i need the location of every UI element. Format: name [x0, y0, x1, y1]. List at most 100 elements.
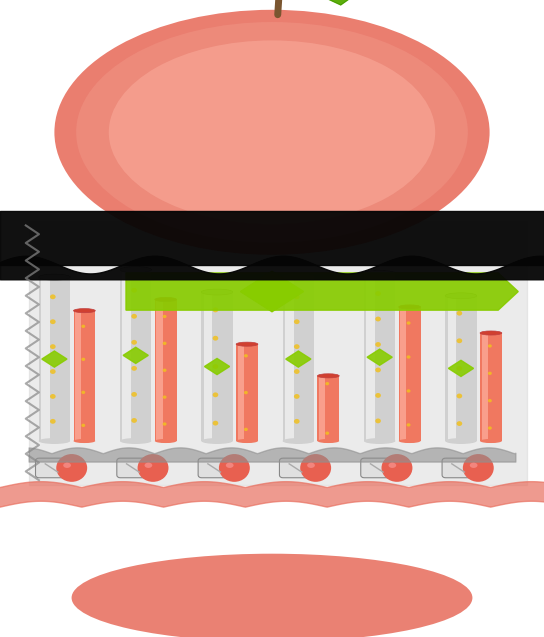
Polygon shape — [126, 273, 518, 310]
FancyBboxPatch shape — [361, 458, 393, 478]
Bar — [388, 273, 394, 441]
Circle shape — [456, 421, 462, 426]
Bar — [364, 273, 395, 441]
Circle shape — [82, 390, 85, 394]
Bar — [201, 292, 233, 441]
Polygon shape — [448, 361, 474, 376]
Bar — [445, 296, 477, 441]
Circle shape — [406, 321, 411, 325]
Circle shape — [375, 368, 381, 373]
Ellipse shape — [236, 342, 258, 347]
Ellipse shape — [145, 462, 152, 468]
Ellipse shape — [480, 439, 502, 443]
Circle shape — [244, 391, 248, 394]
Bar — [366, 273, 375, 441]
Ellipse shape — [54, 10, 490, 255]
FancyBboxPatch shape — [442, 458, 474, 478]
Bar — [120, 269, 151, 441]
Ellipse shape — [155, 439, 177, 443]
Circle shape — [456, 338, 462, 343]
Ellipse shape — [463, 454, 494, 482]
Bar — [41, 277, 50, 441]
Circle shape — [131, 288, 137, 292]
Ellipse shape — [307, 462, 315, 468]
Bar — [39, 277, 70, 441]
Ellipse shape — [300, 454, 331, 482]
Ellipse shape — [318, 374, 339, 378]
Circle shape — [244, 427, 248, 431]
Ellipse shape — [364, 271, 395, 276]
Bar — [155, 299, 177, 441]
Polygon shape — [367, 349, 392, 365]
Ellipse shape — [282, 438, 314, 444]
Circle shape — [82, 424, 85, 427]
Circle shape — [244, 354, 248, 357]
Circle shape — [213, 336, 218, 341]
Circle shape — [131, 366, 137, 371]
Circle shape — [213, 308, 218, 312]
Circle shape — [294, 369, 300, 374]
Circle shape — [488, 371, 492, 375]
FancyBboxPatch shape — [117, 458, 149, 478]
Circle shape — [294, 294, 300, 299]
Circle shape — [50, 419, 55, 424]
Bar — [122, 269, 131, 441]
Circle shape — [163, 315, 166, 318]
Circle shape — [50, 319, 55, 324]
Ellipse shape — [76, 22, 468, 243]
Ellipse shape — [399, 439, 421, 443]
Polygon shape — [240, 271, 304, 311]
Bar — [448, 296, 456, 441]
Bar — [75, 311, 81, 441]
Bar — [203, 292, 213, 441]
Circle shape — [163, 341, 166, 345]
Ellipse shape — [445, 438, 477, 444]
Circle shape — [163, 396, 166, 399]
Circle shape — [163, 422, 166, 426]
Ellipse shape — [226, 462, 233, 468]
Ellipse shape — [388, 462, 396, 468]
Ellipse shape — [201, 438, 233, 444]
Circle shape — [406, 389, 411, 392]
FancyBboxPatch shape — [198, 458, 230, 478]
Bar — [236, 344, 258, 441]
Ellipse shape — [201, 289, 233, 295]
Circle shape — [82, 325, 85, 328]
Ellipse shape — [39, 438, 70, 444]
Ellipse shape — [381, 454, 412, 482]
Polygon shape — [278, 0, 375, 5]
Circle shape — [213, 364, 218, 369]
Circle shape — [375, 342, 381, 347]
Bar — [497, 333, 500, 441]
Polygon shape — [286, 351, 311, 367]
Circle shape — [50, 369, 55, 374]
Polygon shape — [205, 359, 230, 375]
Bar — [73, 311, 95, 441]
Ellipse shape — [73, 308, 95, 313]
Bar — [144, 269, 150, 441]
FancyBboxPatch shape — [280, 458, 312, 478]
Circle shape — [131, 418, 137, 423]
Bar — [319, 376, 325, 441]
Bar — [172, 299, 176, 441]
Ellipse shape — [56, 454, 87, 482]
Circle shape — [375, 419, 381, 424]
Circle shape — [131, 314, 137, 318]
Bar — [318, 376, 339, 441]
Circle shape — [131, 340, 137, 345]
Circle shape — [294, 419, 300, 424]
Ellipse shape — [72, 554, 472, 637]
Ellipse shape — [109, 40, 435, 224]
Circle shape — [294, 394, 300, 399]
Ellipse shape — [63, 462, 71, 468]
Bar — [63, 277, 69, 441]
Bar — [480, 333, 502, 441]
Circle shape — [456, 394, 462, 398]
Ellipse shape — [445, 293, 477, 299]
Circle shape — [50, 394, 55, 399]
Bar — [335, 376, 338, 441]
Circle shape — [456, 311, 462, 315]
Circle shape — [375, 317, 381, 322]
Bar — [307, 277, 312, 441]
Bar — [285, 277, 294, 441]
